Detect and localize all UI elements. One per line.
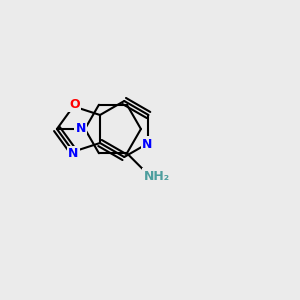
Text: N: N [142,137,153,151]
Text: O: O [69,98,80,111]
Text: NH₂: NH₂ [144,169,170,182]
Text: N: N [76,122,86,134]
Text: N: N [68,147,79,160]
